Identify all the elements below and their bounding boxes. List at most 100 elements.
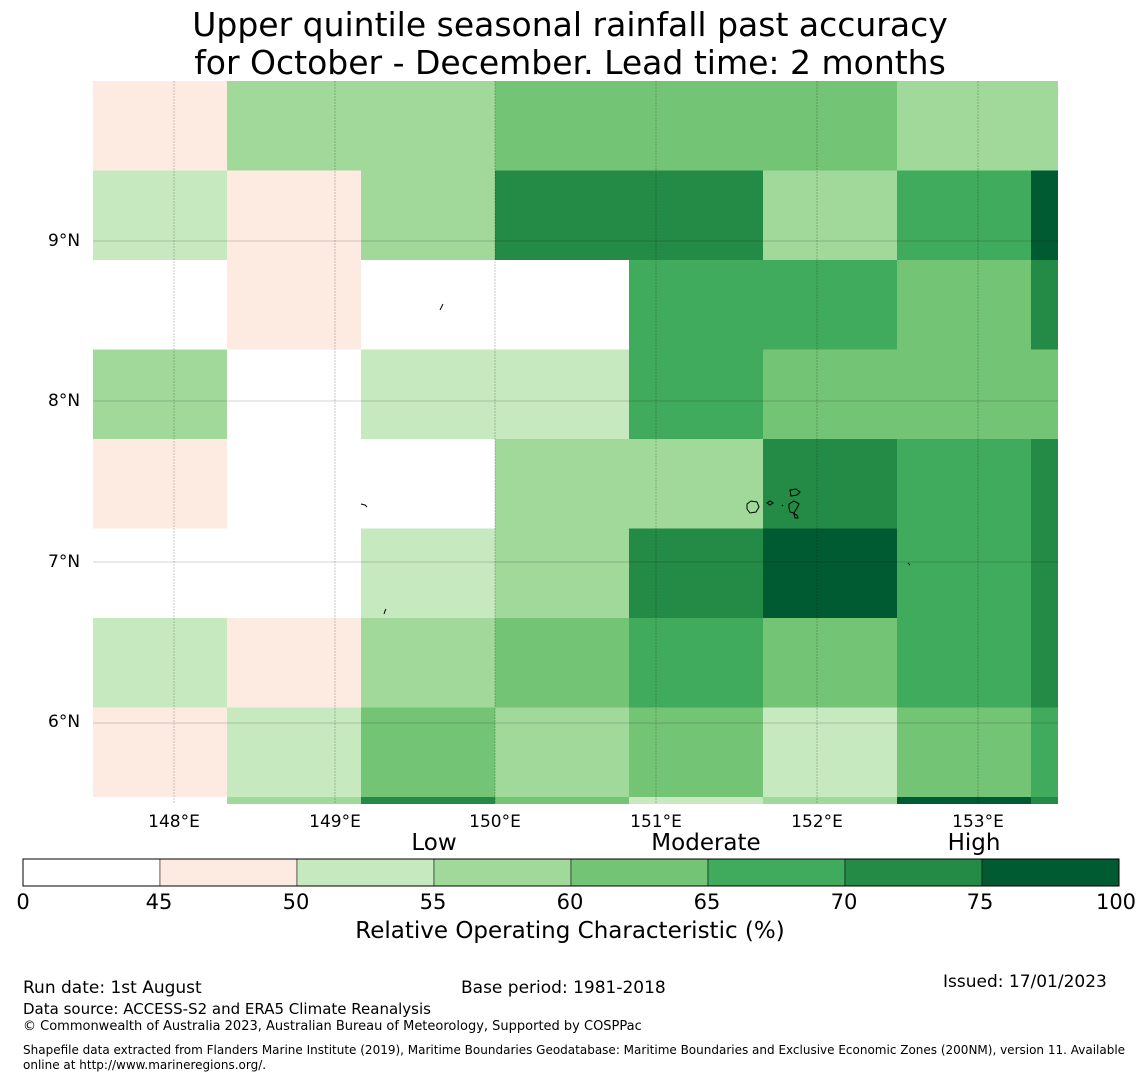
map-title: Upper quintile seasonal rainfall past ac… <box>0 6 1140 82</box>
grid-cell <box>897 260 1032 351</box>
grid-cell <box>629 170 764 261</box>
colorbar-tick-100: 100 <box>1095 890 1137 914</box>
colorbar-tick-50: 50 <box>282 890 310 914</box>
colorbar-segment <box>707 858 846 887</box>
grid-cell <box>763 349 898 440</box>
grid-cell <box>1031 618 1058 709</box>
grid-cell <box>1031 349 1058 440</box>
grid-cell <box>361 618 496 709</box>
grid-cell <box>495 170 630 261</box>
shapefile-line-2: online at http://www.marineregions.org/. <box>23 1058 267 1072</box>
colorbar <box>22 858 1120 887</box>
grid-cell <box>897 81 1032 172</box>
colorbar-segment <box>296 858 435 887</box>
grid-cell <box>763 260 898 351</box>
colorbar-segment <box>844 858 983 887</box>
island-outline <box>766 500 774 506</box>
latitude-label-6n: 6°N <box>48 712 81 732</box>
grid-cell <box>897 618 1032 709</box>
grid-cell <box>897 707 1032 798</box>
grid-cell <box>361 528 496 619</box>
latitude-label-7n: 7°N <box>48 552 81 572</box>
grid-cell <box>227 797 362 804</box>
colorbar-segment <box>981 858 1120 887</box>
grid-cell <box>763 170 898 261</box>
grid-cell <box>361 439 496 530</box>
grid-cell <box>93 797 228 804</box>
category-label-low: Low <box>411 830 457 856</box>
colorbar-border <box>22 858 1120 887</box>
category-label-high: High <box>947 830 1001 856</box>
grid-cell <box>897 797 1032 804</box>
island-outline <box>360 503 368 508</box>
grid-cell <box>629 707 764 798</box>
grid-cell <box>227 707 362 798</box>
grid-cell <box>93 260 228 351</box>
title-line-1: Upper quintile seasonal rainfall past ac… <box>192 5 948 44</box>
category-label-moderate: Moderate <box>651 830 761 856</box>
colorbar-label: Relative Operating Characteristic (%) <box>355 918 785 944</box>
grid-cell <box>227 528 362 619</box>
colorbar-tick-70: 70 <box>830 890 858 914</box>
grid-cell <box>763 439 898 530</box>
longitude-label-151e: 151°E <box>630 812 682 832</box>
island-outlines <box>360 303 911 615</box>
island-outline <box>793 513 799 519</box>
grid-cell <box>361 260 496 351</box>
grid-cell <box>495 260 630 351</box>
grid-cell <box>629 618 764 709</box>
grid-cell <box>897 528 1032 619</box>
longitude-label-152e: 152°E <box>791 812 843 832</box>
grid-cell <box>361 81 496 172</box>
longitude-label-149e: 149°E <box>309 812 361 832</box>
grid-cell <box>227 439 362 530</box>
graticule <box>93 81 1058 804</box>
issued-date: Issued: 17/01/2023 <box>943 972 1107 992</box>
grid-cell <box>629 81 764 172</box>
colorbar-segment <box>159 858 298 887</box>
latitude-label-8n: 8°N <box>48 391 81 411</box>
grid-cell <box>763 528 898 619</box>
grid-cell <box>763 618 898 709</box>
run-date: Run date: 1st August <box>23 978 202 998</box>
colorbar-tick-60: 60 <box>556 890 584 914</box>
grid-cell <box>227 170 362 261</box>
grid-cell <box>897 349 1032 440</box>
grid-cell <box>1031 797 1058 804</box>
grid-cell <box>361 707 496 798</box>
grid-cell <box>93 170 228 261</box>
grid-cell <box>629 349 764 440</box>
grid-cell <box>227 349 362 440</box>
island-outline <box>788 500 800 514</box>
colorbar-segment <box>570 858 709 887</box>
colorbar-segment <box>433 858 572 887</box>
base-period: Base period: 1981-2018 <box>461 978 666 998</box>
grid-cell <box>495 349 630 440</box>
longitude-label-150e: 150°E <box>469 812 521 832</box>
grid-cell <box>629 439 764 530</box>
copyright-notice: © Commonwealth of Australia 2023, Austra… <box>23 1019 642 1034</box>
colorbar-tick-65: 65 <box>693 890 721 914</box>
island-outline <box>746 500 760 514</box>
longitude-label-153e: 153°E <box>952 812 1004 832</box>
grid-cell <box>495 439 630 530</box>
grid-cell <box>1031 81 1058 172</box>
island-outline <box>439 303 444 311</box>
longitude-label-148e: 148°E <box>148 812 200 832</box>
grid-cell <box>495 81 630 172</box>
grid-cell <box>1031 170 1058 261</box>
grid-cell <box>93 707 228 798</box>
grid-cell <box>93 439 228 530</box>
grid-cell <box>361 349 496 440</box>
grid-cell <box>495 707 630 798</box>
grid-cell <box>629 260 764 351</box>
colorbar-tick-0: 0 <box>16 890 30 914</box>
title-line-2: for October - December. Lead time: 2 mon… <box>194 43 946 82</box>
grid-cell <box>629 797 764 804</box>
grid-cell <box>1031 528 1058 619</box>
data-source: Data source: ACCESS-S2 and ERA5 Climate … <box>23 1000 431 1018</box>
grid-cell <box>1031 260 1058 351</box>
colorbar-tick-55: 55 <box>419 890 447 914</box>
shapefile-line-1: Shapefile data extracted from Flanders M… <box>23 1043 1126 1057</box>
